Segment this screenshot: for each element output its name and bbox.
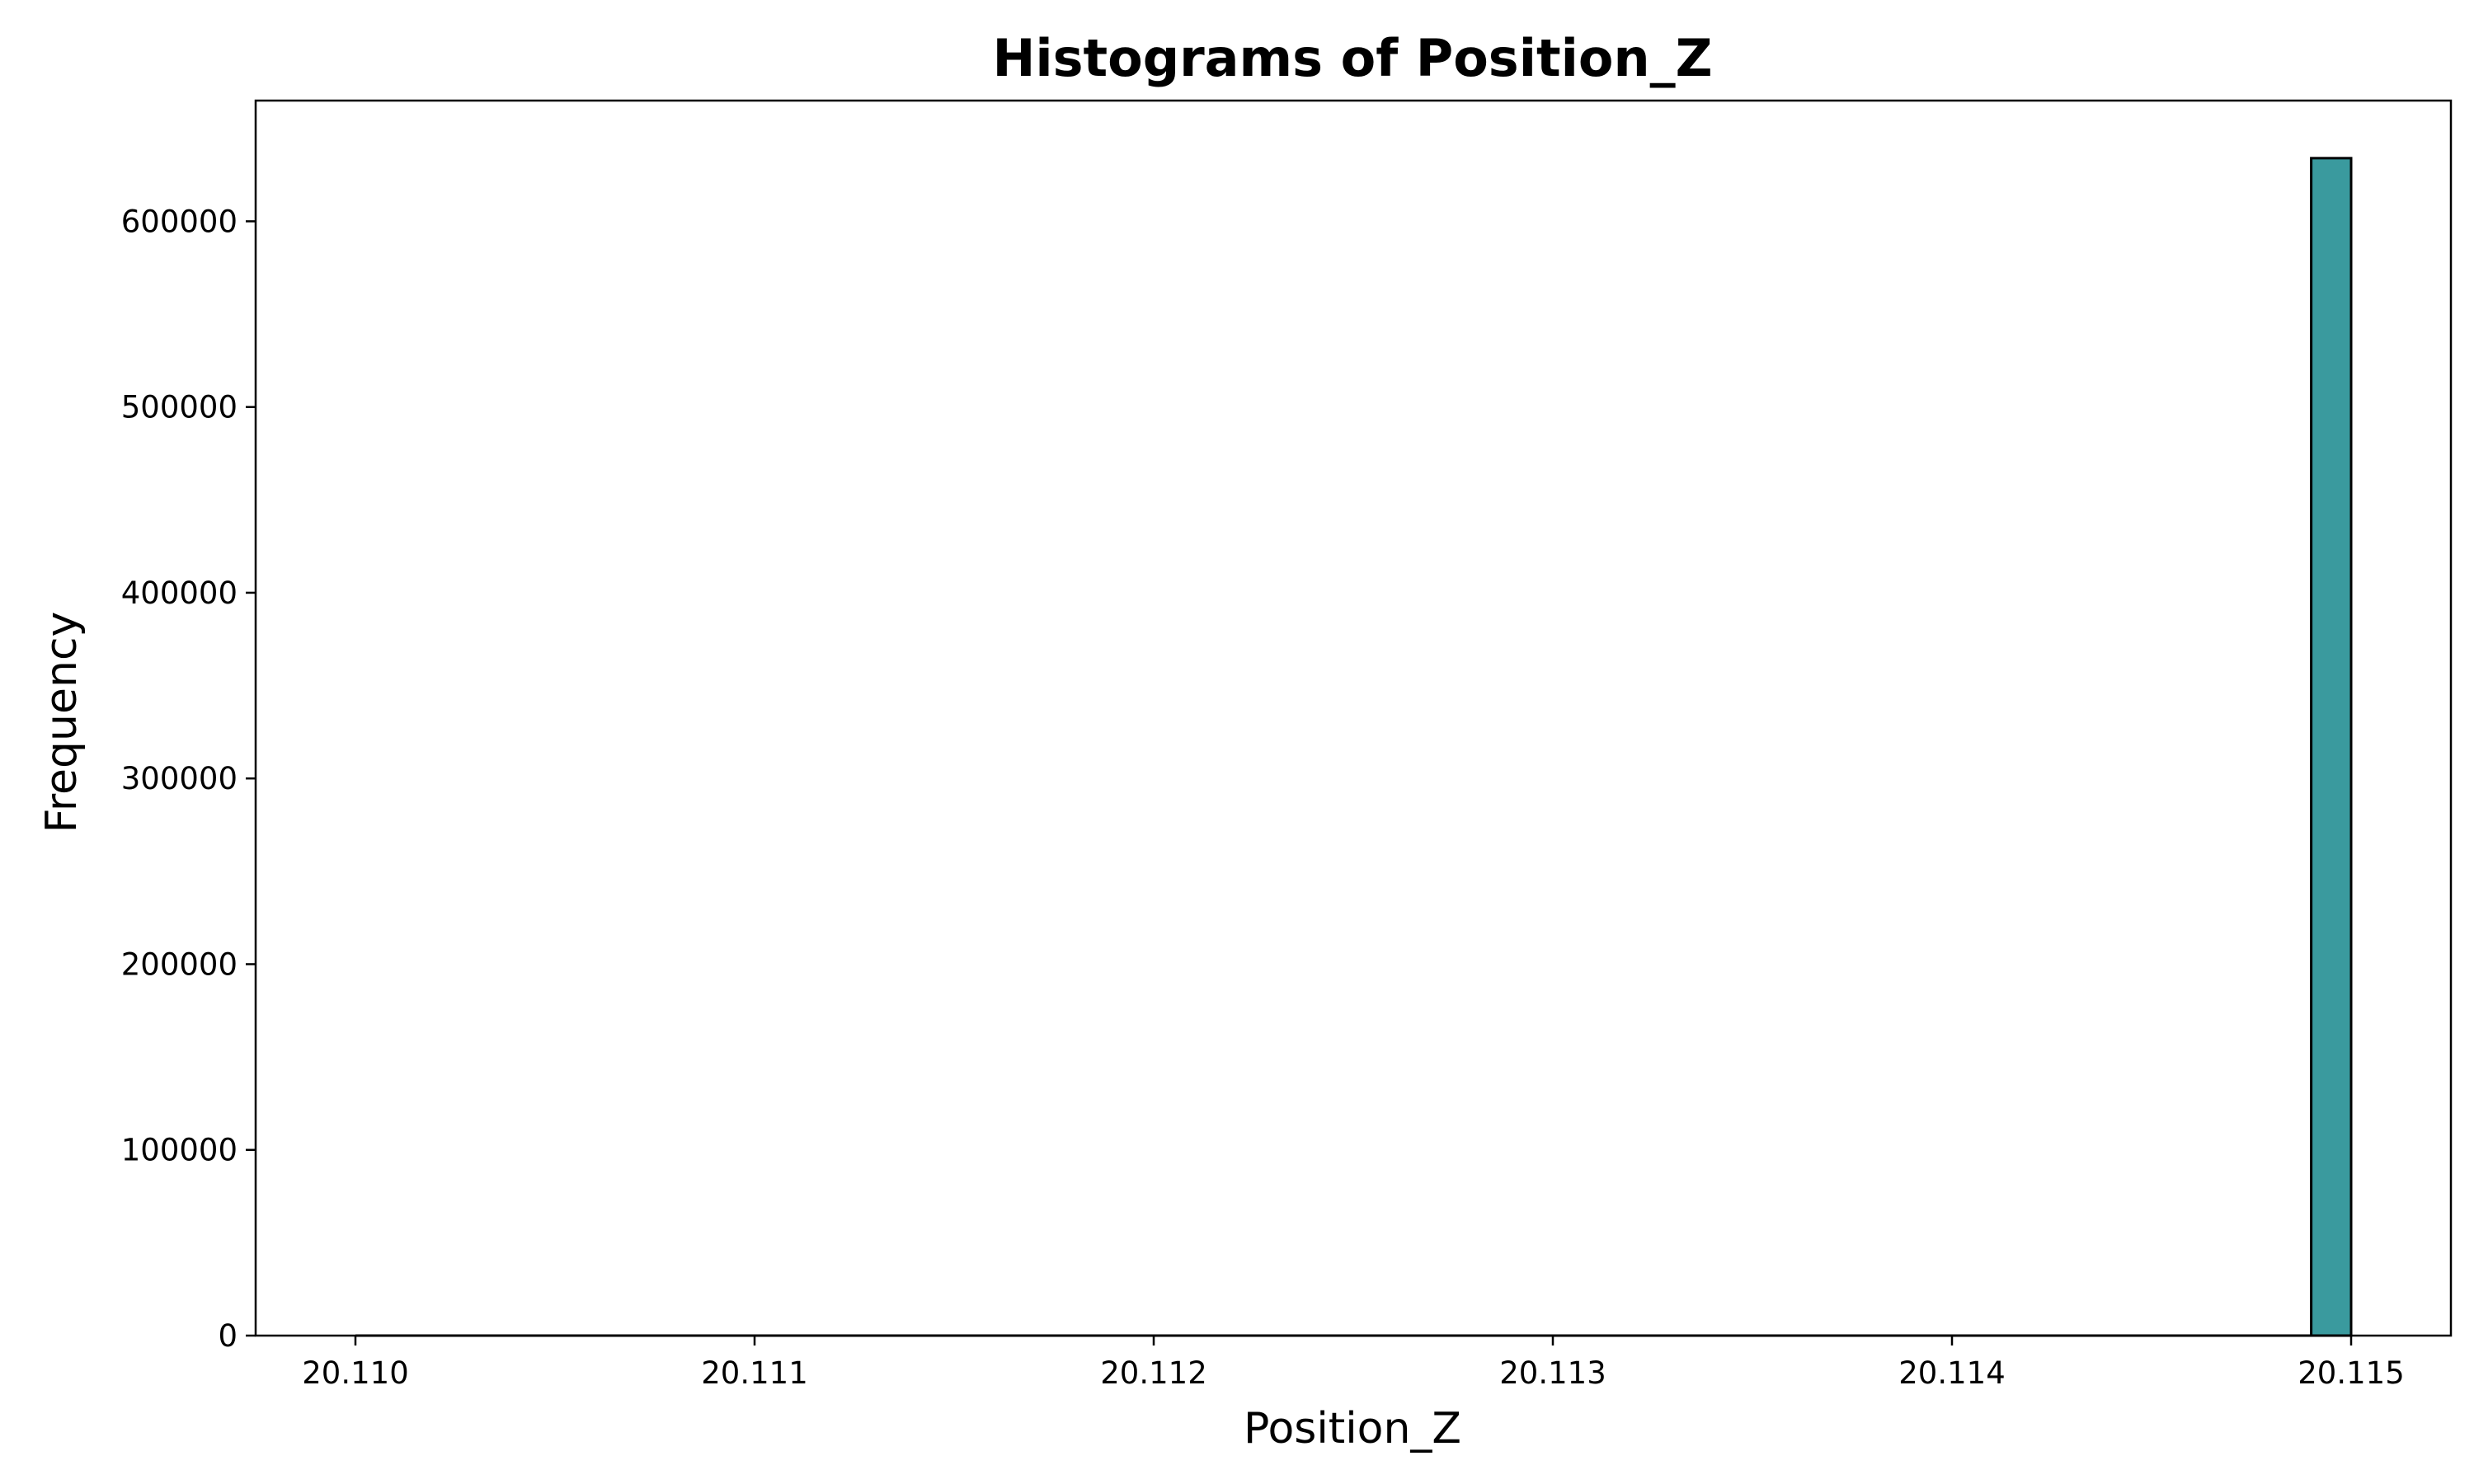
y-tick-label: 400000 [121, 575, 238, 611]
y-axis-label: Frequency [37, 612, 87, 834]
x-tick-label: 20.113 [1499, 1355, 1606, 1391]
y-tick-label: 100000 [121, 1133, 238, 1168]
plot-area [254, 99, 2453, 1337]
y-tick-label: 200000 [121, 946, 238, 982]
y-tick-label: 500000 [121, 390, 238, 425]
y-tick-label: 0 [218, 1318, 238, 1354]
x-tick-label: 20.111 [701, 1355, 807, 1391]
x-tick-label: 20.114 [1898, 1355, 2005, 1391]
x-axis-ticks: 20.110 20.111 20.112 20.113 20.114 20.115 [302, 1336, 2405, 1391]
x-tick-label: 20.115 [2298, 1355, 2404, 1391]
x-tick-label: 20.110 [302, 1355, 408, 1391]
x-axis-label: Position_Z [1244, 1404, 1461, 1453]
y-tick-label: 600000 [121, 204, 238, 239]
axes-frame [254, 99, 2453, 1337]
x-tick-label: 20.112 [1100, 1355, 1206, 1391]
chart-title: Histograms of Position_Z [992, 28, 1712, 88]
histogram-bar [2310, 157, 2353, 1337]
y-tick-label: 300000 [121, 761, 238, 796]
y-axis-ticks: 0 100000 200000 300000 400000 500000 600000 [121, 204, 256, 1354]
